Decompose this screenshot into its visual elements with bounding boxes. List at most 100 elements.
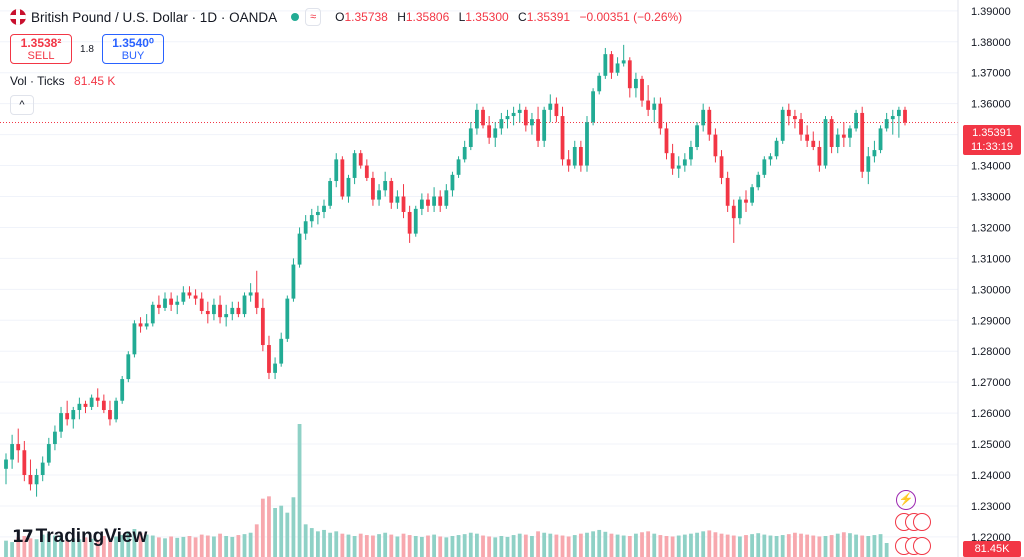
volume-bar [352, 536, 357, 557]
volume-legend[interactable]: Vol · Ticks 81.45 K [10, 74, 115, 88]
candle [291, 258, 296, 302]
candle-body [322, 205, 326, 212]
volume-bar [65, 540, 70, 557]
candle-body [108, 410, 112, 420]
volume-bar [780, 535, 785, 557]
candle [273, 357, 277, 380]
volume-bar [71, 538, 76, 557]
candle [554, 97, 559, 123]
candle [16, 428, 21, 463]
volume-bar [462, 534, 467, 557]
volume-bar [487, 536, 492, 557]
volume-bar [358, 533, 363, 557]
candle [193, 289, 198, 305]
volume-bar [670, 536, 675, 557]
volume-bar [193, 537, 198, 557]
candle-body [805, 134, 810, 141]
candle-body [756, 174, 761, 188]
volume-bar [144, 534, 149, 557]
candle [719, 150, 724, 185]
candle [40, 456, 45, 482]
candle-body [95, 397, 100, 401]
volume-bar [530, 536, 534, 557]
candle [805, 125, 810, 147]
candle-body [786, 109, 791, 117]
candle-body [658, 103, 663, 129]
volume-bar [334, 531, 339, 557]
candle [848, 125, 852, 147]
candle [835, 128, 840, 154]
candle-body [566, 159, 571, 166]
volume-bar [634, 533, 638, 557]
volume-bar [848, 533, 852, 557]
candle [352, 150, 357, 185]
candle [316, 205, 320, 225]
sell-price: 1.3538² [20, 36, 62, 50]
volume-legend-value: 81.45 K [74, 74, 116, 88]
candle [71, 406, 76, 429]
sell-button[interactable]: 1.3538² SELL [10, 34, 72, 64]
candle-body [713, 134, 718, 157]
candle-body [77, 403, 82, 411]
volume-bar [426, 535, 430, 557]
candle-body [737, 199, 742, 219]
usd-event-icon[interactable] [913, 537, 931, 555]
candle-body [591, 91, 595, 123]
candle [903, 106, 907, 126]
candle-body [163, 298, 167, 308]
candles [4, 44, 907, 497]
chevron-up-icon[interactable]: ^ [10, 95, 34, 115]
candle-body [560, 116, 565, 160]
candle-body [505, 116, 510, 120]
price-tick-label: 1.34000 [971, 161, 1011, 173]
candle [823, 116, 828, 169]
price-axis: 1.390001.380001.370001.360001.350001.340… [971, 6, 1011, 544]
volume-bar [126, 531, 131, 557]
candle [114, 397, 118, 423]
candle [267, 335, 271, 380]
candle-body [364, 165, 369, 178]
candle-body [793, 116, 797, 120]
candle-body [377, 190, 381, 200]
candle [309, 208, 314, 228]
candle-body [670, 153, 675, 169]
volume-bar [805, 534, 810, 557]
candle-body [71, 410, 76, 420]
candle [811, 131, 816, 151]
candle-body [890, 116, 895, 120]
candle [101, 394, 106, 414]
candle [224, 304, 229, 327]
candle-body [554, 103, 559, 117]
symbol-title[interactable]: British Pound / U.S. Dollar · 1D · OANDA [31, 9, 278, 25]
volume-bar [566, 536, 571, 557]
candle [236, 301, 241, 318]
tradingview-logo[interactable]: 17 TradingView [12, 526, 147, 548]
candle-body [285, 298, 290, 339]
volume-bar [744, 535, 748, 557]
candle-body [640, 78, 644, 101]
candle-body [572, 146, 577, 166]
candle-body [475, 109, 479, 129]
volume-bar [609, 533, 614, 557]
volume-bar [46, 533, 51, 557]
candle [737, 196, 742, 225]
gbp-event-icon[interactable] [913, 513, 931, 531]
candle [285, 295, 290, 342]
candle-body [646, 100, 651, 110]
volume-bar [664, 536, 669, 557]
candle-body [896, 109, 901, 117]
volume-bar [450, 536, 455, 557]
candle [572, 140, 577, 169]
volume-bar [468, 532, 473, 557]
candle-body [340, 159, 345, 197]
buy-button[interactable]: 1.3540⁰ BUY [102, 34, 164, 64]
candle [89, 394, 94, 411]
volume-bar [101, 536, 106, 557]
candle [395, 190, 400, 209]
series-settings-pill[interactable]: ≈ [305, 8, 322, 26]
lightning-icon[interactable]: ⚡ [896, 490, 916, 510]
candle [413, 205, 418, 237]
volume-bar [401, 533, 406, 557]
candle-body [419, 199, 424, 209]
